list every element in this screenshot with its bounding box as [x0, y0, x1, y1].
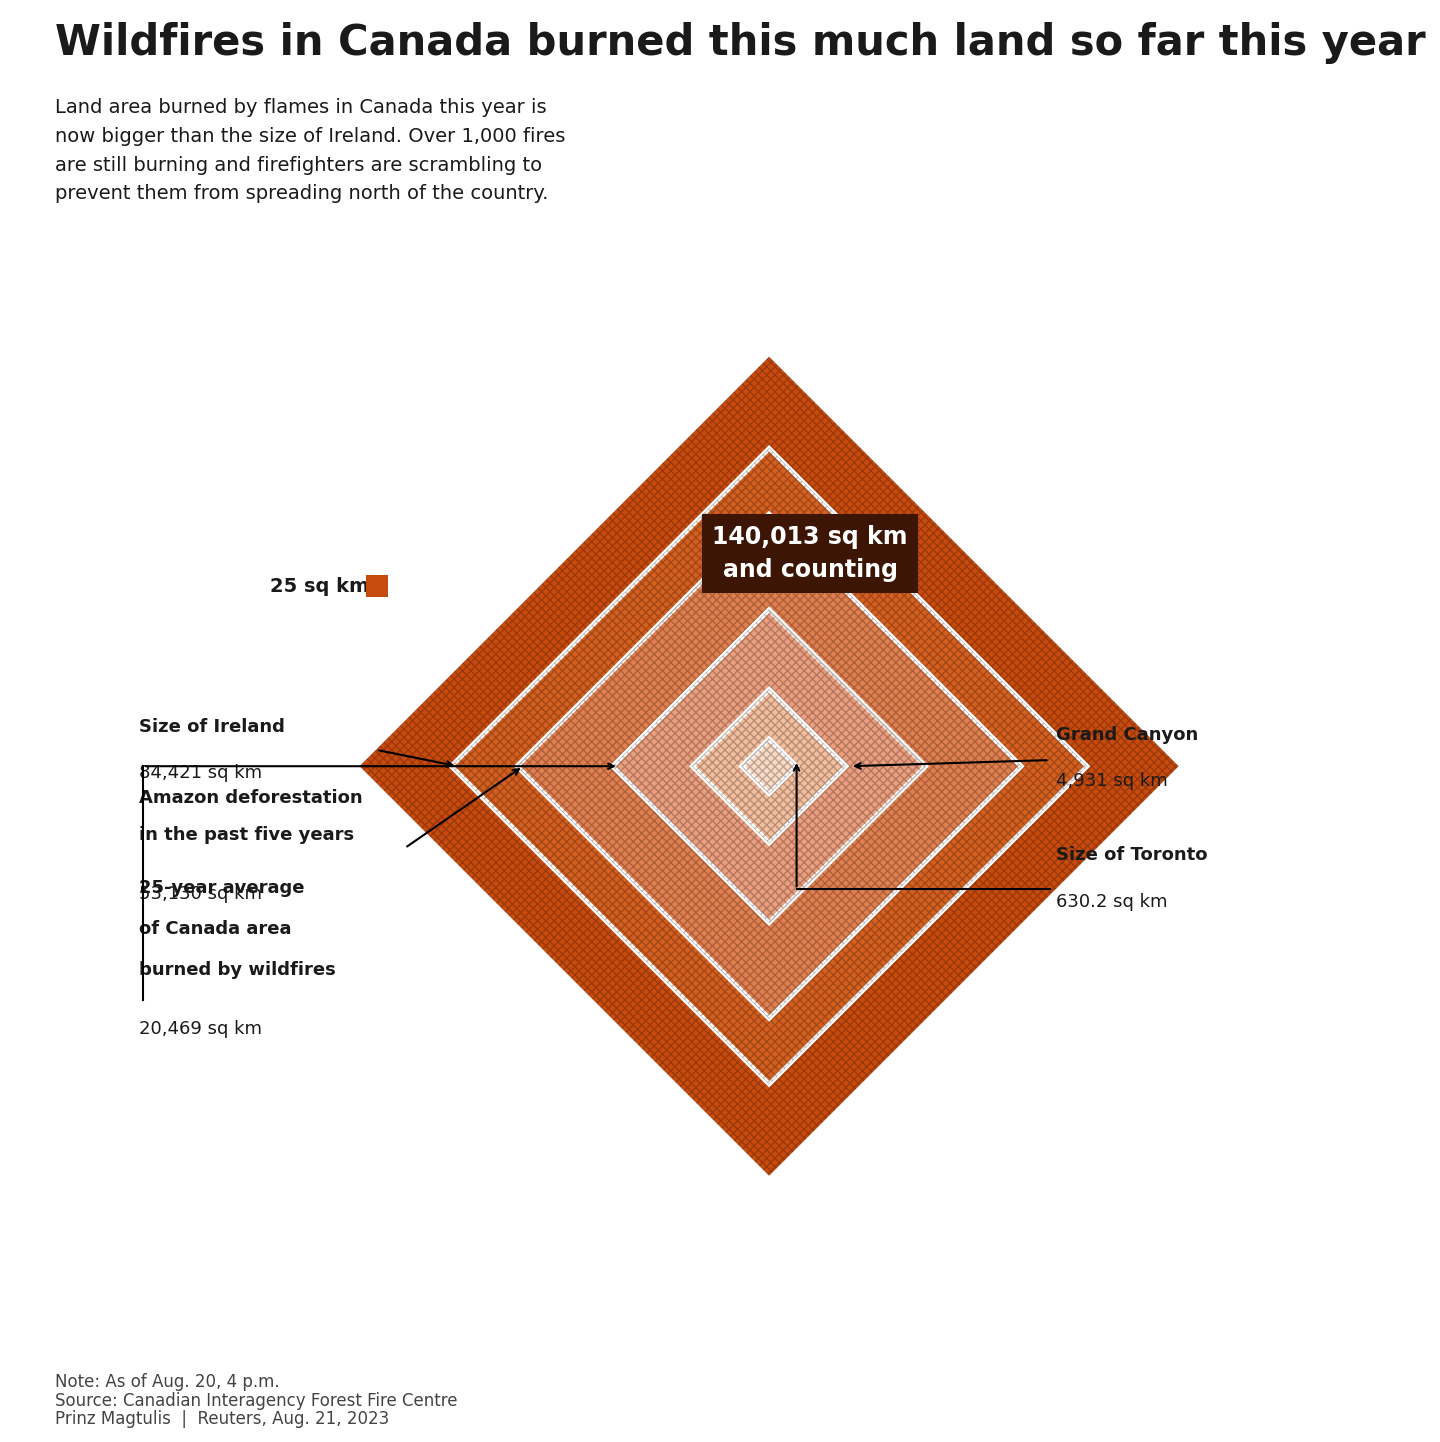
Text: Prinz Magtulis  |  Reuters, Aug. 21, 2023: Prinz Magtulis | Reuters, Aug. 21, 2023 — [55, 1410, 389, 1428]
Text: 53,130 sq km: 53,130 sq km — [138, 885, 262, 903]
Text: 84,421 sq km: 84,421 sq km — [138, 764, 262, 782]
Text: 20,469 sq km: 20,469 sq km — [138, 1019, 262, 1038]
Text: 4,931 sq km: 4,931 sq km — [1056, 773, 1168, 790]
Polygon shape — [366, 575, 389, 597]
Text: 25-year average: 25-year average — [138, 880, 304, 897]
Polygon shape — [517, 513, 1021, 1018]
Polygon shape — [612, 610, 926, 923]
Text: 25 sq km: 25 sq km — [269, 577, 383, 596]
Text: in the past five years: in the past five years — [138, 826, 354, 844]
Polygon shape — [693, 689, 845, 844]
Text: Wildfires in Canada burned this much land so far this year: Wildfires in Canada burned this much lan… — [55, 22, 1426, 63]
Text: 140,013 sq km
and counting: 140,013 sq km and counting — [713, 525, 907, 583]
Text: Grand Canyon: Grand Canyon — [1056, 725, 1198, 744]
Text: burned by wildfires: burned by wildfires — [138, 960, 336, 979]
Text: Source: Canadian Interagency Forest Fire Centre: Source: Canadian Interagency Forest Fire… — [55, 1392, 458, 1409]
Text: Note: As of Aug. 20, 4 p.m.: Note: As of Aug. 20, 4 p.m. — [55, 1373, 279, 1390]
Text: Size of Ireland: Size of Ireland — [138, 718, 285, 735]
Text: 630.2 sq km: 630.2 sq km — [1056, 893, 1168, 911]
Text: Amazon deforestation: Amazon deforestation — [138, 789, 363, 808]
Text: of Canada area: of Canada area — [138, 920, 291, 939]
Polygon shape — [360, 356, 1178, 1175]
Polygon shape — [451, 448, 1087, 1084]
Polygon shape — [742, 738, 796, 793]
Text: Size of Toronto: Size of Toronto — [1056, 846, 1207, 864]
Text: Land area burned by flames in Canada this year is
now bigger than the size of Ir: Land area burned by flames in Canada thi… — [55, 98, 564, 203]
